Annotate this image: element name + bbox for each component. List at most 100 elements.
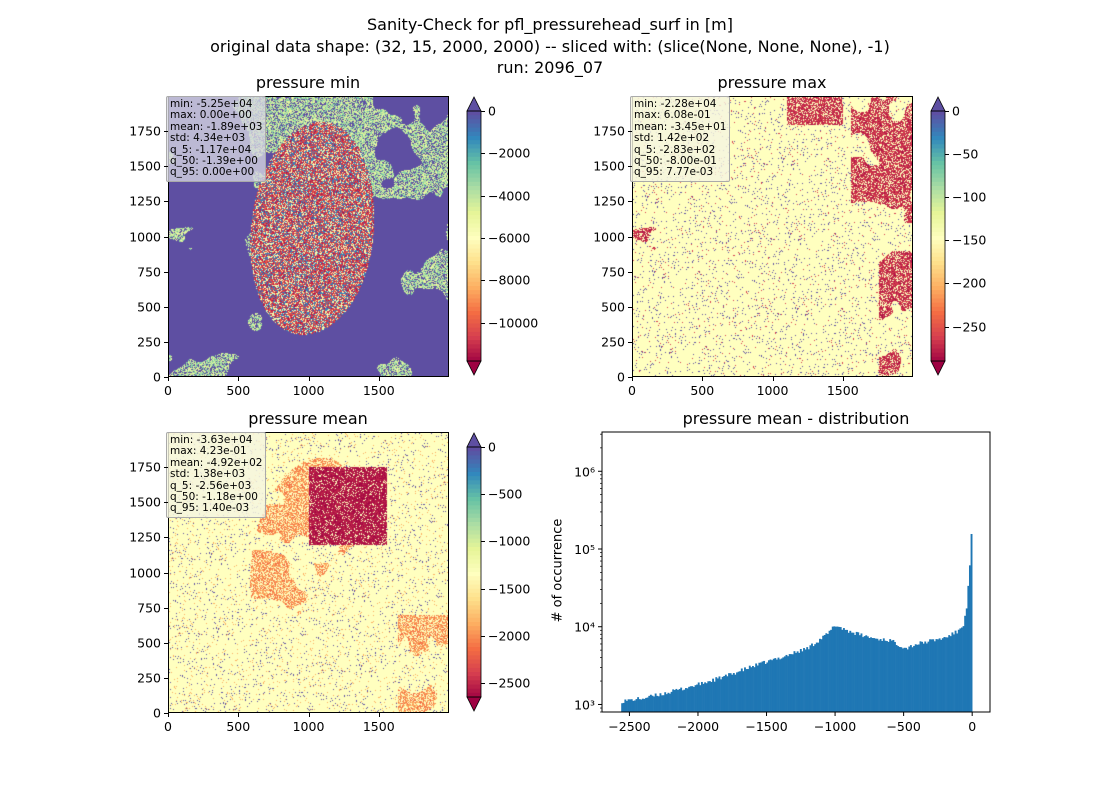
histogram-bar <box>689 686 692 712</box>
histogram-bar <box>833 626 836 712</box>
colorbar-extend-top <box>466 432 482 448</box>
x-tick-mark <box>168 713 169 717</box>
histogram-bar <box>894 641 896 712</box>
histogram-bar <box>694 685 697 712</box>
x-tick-label: 500 <box>690 383 715 398</box>
x-tick-label: −500 <box>886 719 920 734</box>
y-tick-mark <box>628 201 632 203</box>
histogram-bar <box>812 646 815 712</box>
y-tick-label: 1250 <box>593 193 625 209</box>
colorbar-tick-label: −2000 <box>488 145 531 161</box>
y-tick-mark <box>164 502 168 504</box>
histogram-bar <box>780 658 783 712</box>
stat-line: q_5: -2.83e+02 <box>634 143 716 156</box>
histogram-bar <box>748 665 751 712</box>
histogram-bar <box>922 643 925 712</box>
histogram-bar <box>860 633 863 712</box>
histogram-bar <box>691 686 694 712</box>
y-tick-mark <box>164 572 168 574</box>
x-tick-mark <box>378 377 380 381</box>
colorbar-tick-label: −4000 <box>488 188 531 204</box>
histogram-bar <box>921 641 924 712</box>
histogram-bar <box>772 658 775 712</box>
histogram-bar <box>924 641 927 712</box>
histogram-bar <box>948 635 951 712</box>
histogram-bar <box>697 682 700 712</box>
histogram-bar <box>678 689 681 712</box>
histogram-bar <box>796 651 799 712</box>
histogram-bar <box>686 688 689 712</box>
stats-box-min: min: -5.25e+04 max: 0.00e+00 mean: -1.89… <box>166 96 267 182</box>
y-tick-label: 0 <box>153 369 161 385</box>
histogram-bar <box>657 696 660 712</box>
histogram-bar <box>731 674 734 712</box>
stat-line: max: 4.23e-01 <box>170 445 247 458</box>
histogram-bar <box>705 683 708 712</box>
histogram-bar <box>729 673 732 712</box>
histogram-bar <box>946 637 949 712</box>
histogram-bar <box>664 692 667 712</box>
histogram-bar <box>868 637 871 712</box>
histogram-bar <box>699 685 702 712</box>
colorbar-extend-top <box>466 96 482 112</box>
histogram-bar <box>763 660 766 712</box>
y-tick-mark <box>164 607 168 609</box>
histogram-bar <box>811 643 813 712</box>
colorbar-extend-bottom <box>930 360 946 376</box>
figure-title-line-3: run: 2096_07 <box>496 58 604 77</box>
histogram-bar <box>866 636 869 712</box>
stat-line: q_95: 0.00e+00 <box>170 166 255 179</box>
histogram-bar <box>629 699 632 712</box>
colorbar-tick-label: −200 <box>952 275 987 291</box>
histogram-bar <box>935 639 938 712</box>
histogram-bar <box>795 652 797 712</box>
histogram-bar <box>809 645 812 712</box>
stat-line: q_5: -1.17e+04 <box>170 143 252 156</box>
x-tick-mark <box>308 377 310 381</box>
stat-line: q_95: 1.40e-03 <box>170 502 250 515</box>
histogram-bar <box>854 634 857 712</box>
histogram-bar <box>775 659 778 712</box>
y-tick-mark <box>164 131 168 133</box>
histogram-bar <box>774 658 777 712</box>
histogram-bar <box>680 687 683 712</box>
histogram-bar <box>675 688 678 712</box>
y-tick-mark <box>628 236 632 238</box>
histogram-bar <box>758 662 761 712</box>
histogram-bar <box>739 671 742 712</box>
histogram-bar <box>785 654 788 712</box>
histogram-bar <box>873 638 876 712</box>
stat-line: q_5: -2.56e+03 <box>170 479 252 492</box>
colorbar-tick-label: −50 <box>952 146 979 162</box>
histogram-bar <box>790 654 793 712</box>
histogram-bar <box>635 699 638 712</box>
histogram-bar <box>755 663 758 712</box>
histogram-bar <box>878 640 880 712</box>
y-tick-mark <box>164 677 168 679</box>
y-tick-label: 10⁶ <box>574 464 595 479</box>
y-tick-label: 1000 <box>129 565 161 580</box>
histogram-bar <box>807 649 810 712</box>
histogram-bar <box>929 639 931 712</box>
histogram-bar <box>793 651 796 712</box>
histogram-bar <box>704 682 707 712</box>
histogram-bar <box>817 642 820 712</box>
y-tick-label: 500 <box>601 299 625 315</box>
x-tick-label: 0 <box>968 719 976 734</box>
histogram-bar <box>938 638 941 712</box>
stat-line: mean: -4.92e+02 <box>170 456 263 469</box>
histogram-bar <box>850 632 853 712</box>
histogram-bar <box>759 662 762 712</box>
colorbar-tick-mark <box>481 541 485 543</box>
histogram-bar <box>943 637 946 712</box>
histogram-bar <box>849 630 852 712</box>
y-tick-label: 0 <box>153 705 161 721</box>
colorbar-tick-label: −500 <box>488 486 523 502</box>
colorbar-gradient <box>466 432 482 712</box>
histogram-bar <box>662 695 665 712</box>
histogram-bar <box>767 660 770 712</box>
histogram-bar <box>777 657 780 712</box>
histogram-bar <box>702 683 705 712</box>
stat-line: max: 6.08e-01 <box>634 109 711 122</box>
colorbar-tick-label: 0 <box>952 103 960 119</box>
